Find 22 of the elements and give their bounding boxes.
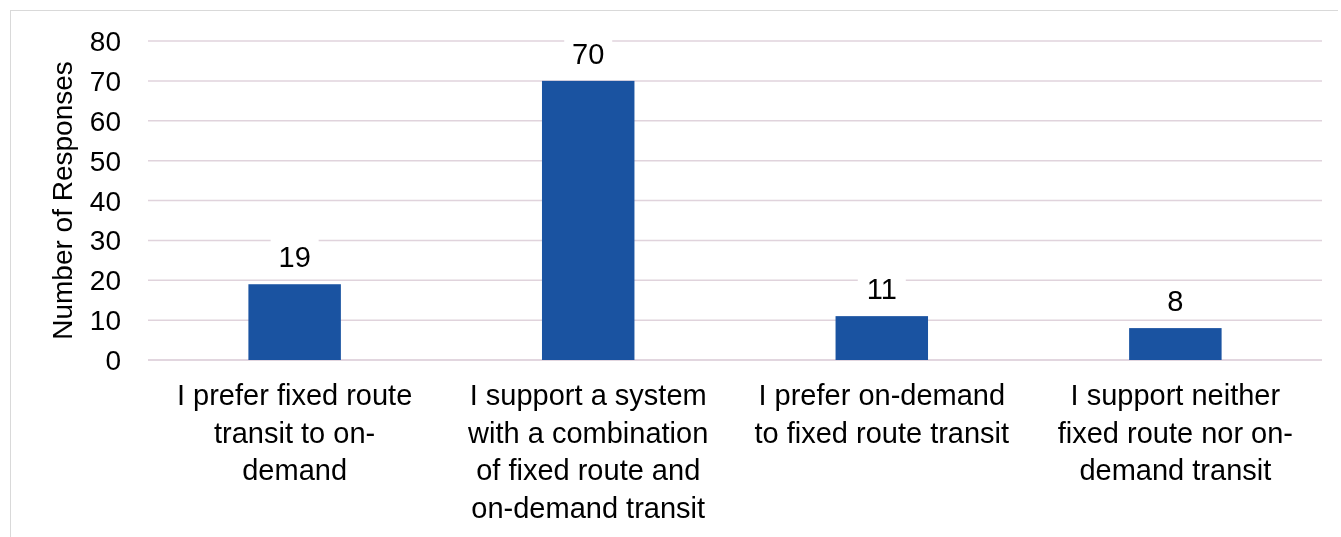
x-tick-label: I prefer fixed route transit to on-demand [176, 379, 413, 486]
bar [1129, 328, 1222, 360]
y-axis-title: Number of Responses [47, 61, 78, 340]
x-tick-label: I prefer on-demand to fixed route transit [754, 379, 1010, 449]
data-label: 70 [572, 37, 605, 70]
y-tick-label: 0 [105, 345, 121, 376]
x-tick-label: I support neither fixed route nor on-demand transit [1057, 379, 1294, 486]
y-tick-label: 50 [89, 145, 121, 177]
data-label: 19 [278, 241, 311, 274]
x-tick-label: I support a system with a combination of fixed route and on-demand transit [467, 379, 709, 524]
y-tick-label: 20 [89, 265, 121, 297]
bar [248, 284, 341, 360]
y-tick-label: 40 [89, 185, 121, 217]
bar [541, 80, 635, 360]
data-label: 8 [1167, 285, 1184, 318]
y-tick-label: 70 [89, 65, 121, 97]
y-tick-label: 10 [89, 305, 121, 337]
y-tick-label: 30 [89, 225, 121, 257]
y-tick-label: 60 [89, 105, 121, 137]
y-tick-label: 80 [89, 26, 121, 57]
bar [835, 316, 929, 360]
data-label: 11 [866, 273, 897, 306]
